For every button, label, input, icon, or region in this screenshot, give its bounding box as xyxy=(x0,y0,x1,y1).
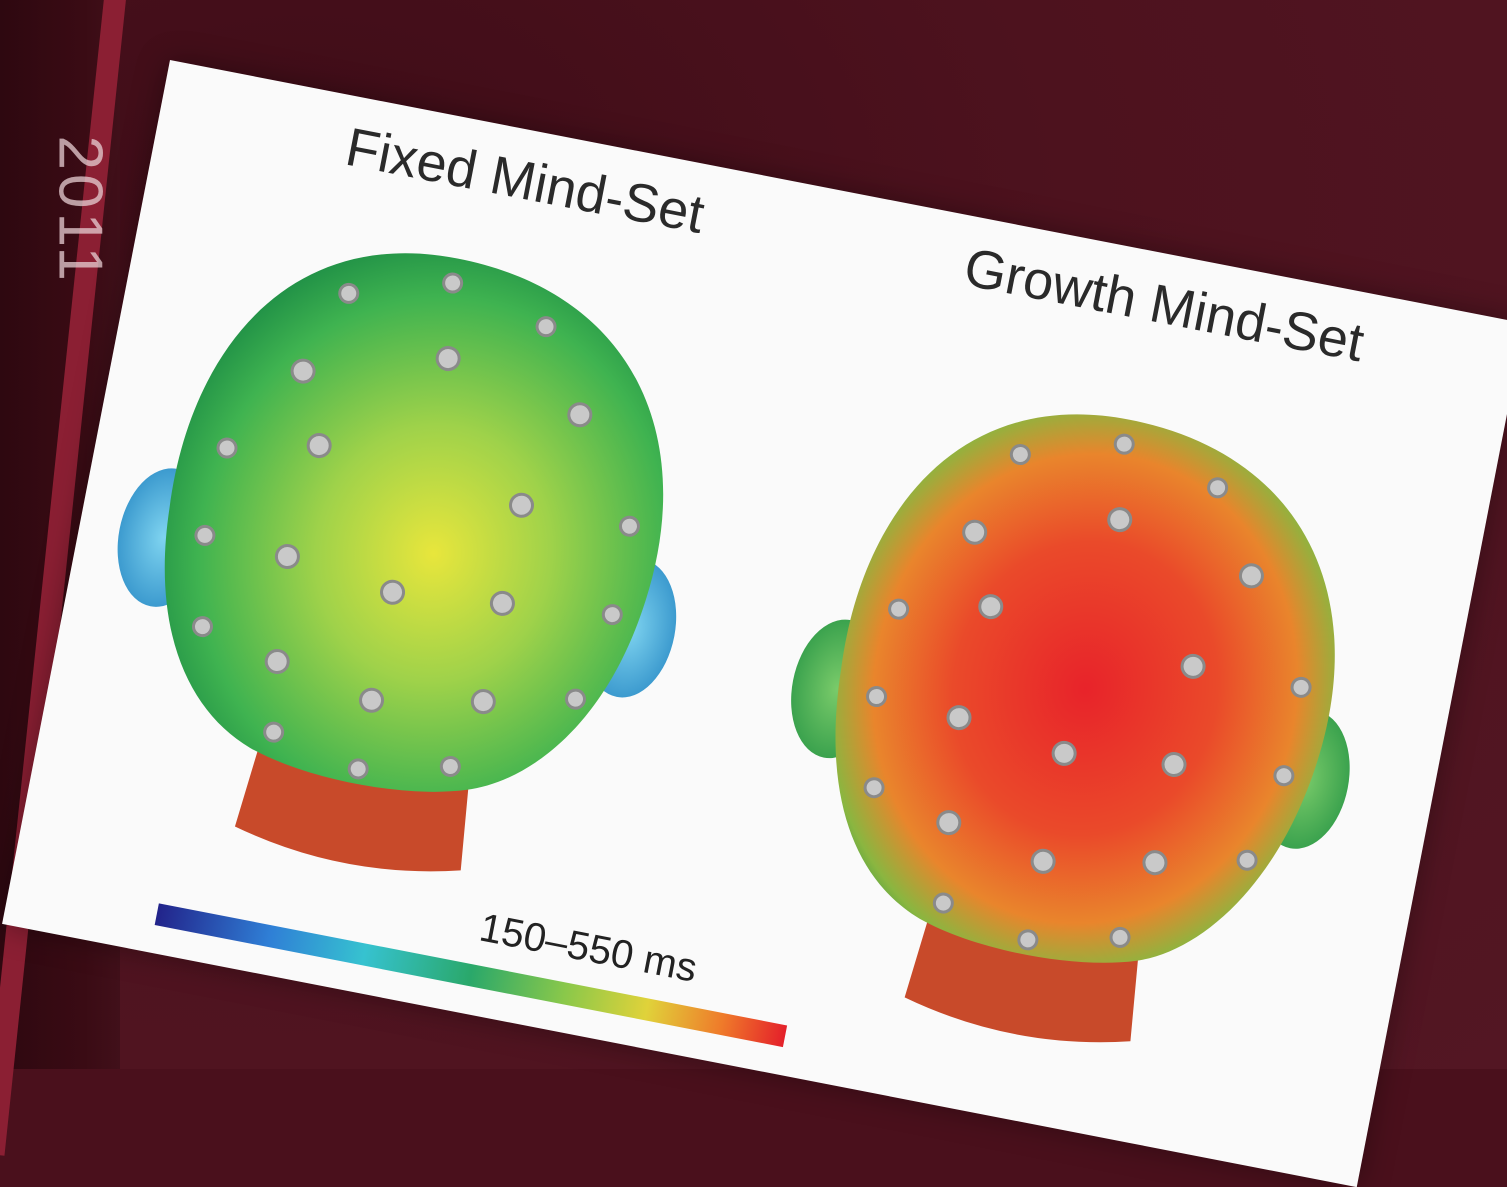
scalp-map xyxy=(164,253,664,792)
figure-card: Fixed Mind-Set Growth Mind-Set xyxy=(2,60,1507,1187)
spine-year: 2011 xyxy=(45,135,115,285)
fixed-mindset-head xyxy=(117,253,677,872)
electrodes xyxy=(863,433,1312,951)
growth-mindset-head xyxy=(791,414,1350,1043)
electrodes xyxy=(191,272,640,780)
